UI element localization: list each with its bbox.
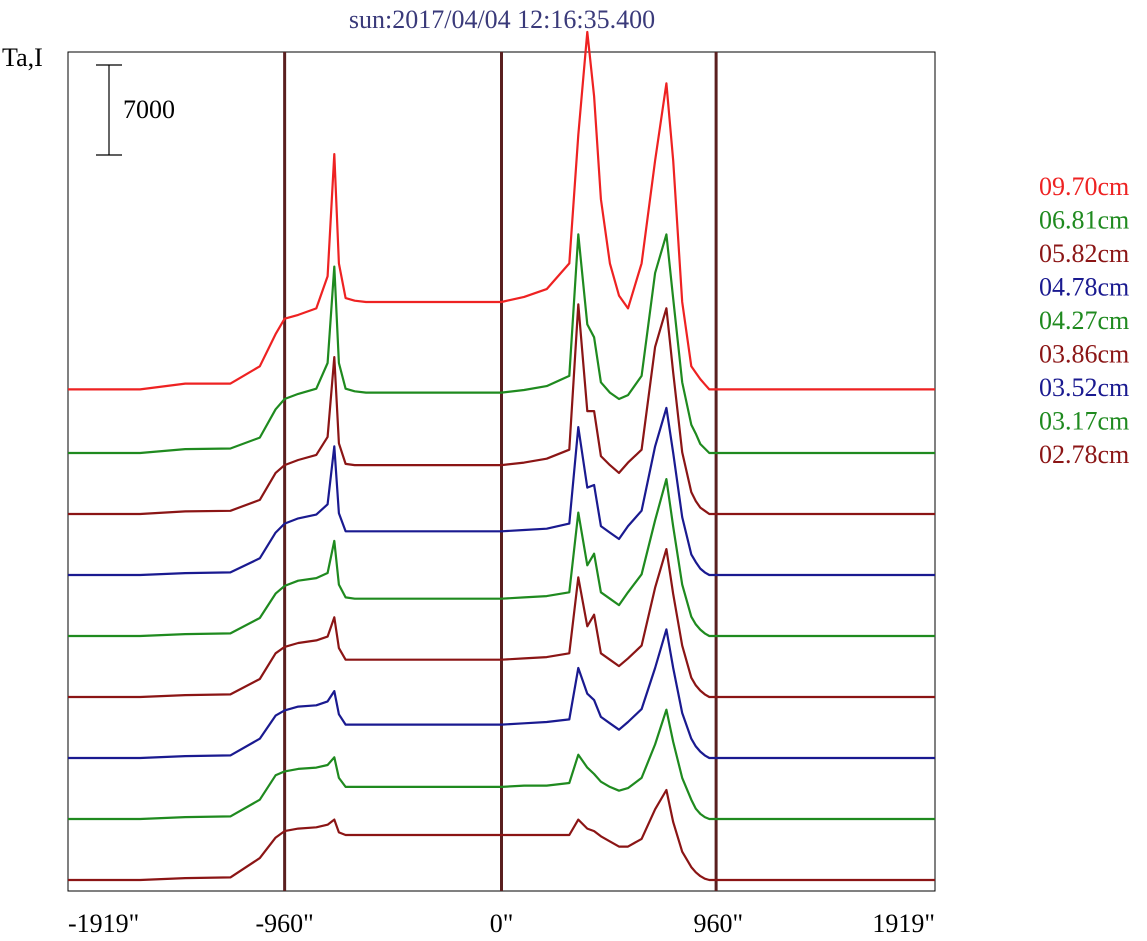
legend-entry-1: 06.81cm: [1039, 206, 1129, 235]
x-axis-ticks: -1919" -960" 0" 960" 1919": [68, 909, 935, 938]
y-axis-label: Ta,I: [2, 43, 43, 72]
series-line-04.27cm: [68, 478, 935, 638]
scale-bar-label: 7000: [123, 95, 175, 124]
x-tick-label-0: -1919": [68, 909, 139, 938]
legend-entry-5: 03.86cm: [1039, 340, 1129, 369]
limb-markers: [283, 52, 718, 891]
series-lines: [68, 30, 935, 882]
legend-entry-3: 04.78cm: [1039, 273, 1129, 302]
scale-bar: 7000: [96, 64, 175, 156]
series-line-09.70cm: [68, 30, 935, 391]
x-tick-label-2: 0": [490, 909, 514, 938]
legend-entry-7: 03.17cm: [1039, 407, 1129, 436]
series-line-05.82cm: [68, 303, 935, 516]
legend-entry-4: 04.27cm: [1039, 306, 1129, 335]
legend-entry-8: 02.78cm: [1039, 440, 1129, 469]
legend-entry-2: 05.82cm: [1039, 239, 1129, 268]
legend-entry-0: 09.70cm: [1039, 172, 1129, 201]
series-line-03.86cm: [68, 547, 935, 699]
series-line-02.78cm: [68, 788, 935, 882]
series-line-03.52cm: [68, 628, 935, 760]
series-line-03.17cm: [68, 708, 935, 821]
chart-title: sun:2017/04/04 12:16:35.400: [349, 5, 655, 34]
series-line-04.78cm: [68, 406, 935, 577]
legend-entry-6: 03.52cm: [1039, 373, 1129, 402]
legend: 09.70cm 06.81cm 05.82cm 04.78cm 04.27cm 03.86…: [1039, 172, 1129, 469]
x-tick-label-1: -960": [255, 909, 313, 938]
x-tick-label-4: 1919": [872, 909, 935, 938]
series-line-06.81cm: [68, 233, 935, 455]
x-tick-label-3: 960": [694, 909, 744, 938]
